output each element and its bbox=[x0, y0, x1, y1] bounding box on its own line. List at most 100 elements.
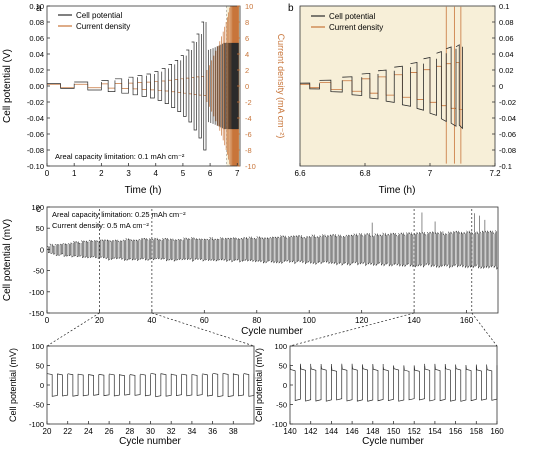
panel-a-xtick-label: 6 bbox=[208, 169, 213, 178]
panel-a-ytick-label: 0.04 bbox=[29, 50, 44, 59]
panel-b-label: b bbox=[288, 3, 294, 14]
panel-c1-ytick-label: -100 bbox=[29, 420, 44, 429]
panel-a-ytick2-label: -4 bbox=[245, 114, 252, 123]
panel-a-ytick-label: -0.10 bbox=[27, 162, 44, 171]
panel-c-ytick-label: -50 bbox=[33, 267, 44, 276]
panel-c-ytick-label: 0 bbox=[40, 245, 44, 254]
panel-b-xtick-label: 7 bbox=[428, 169, 433, 178]
panel-c-xtick-label: 40 bbox=[147, 316, 156, 325]
panel-c1-xtick-label: 32 bbox=[167, 427, 176, 436]
panel-c1-xtick-label: 36 bbox=[208, 427, 217, 436]
panel-c2-xtick-label: 160 bbox=[490, 427, 504, 436]
panel-c-xtick-label: 160 bbox=[460, 316, 474, 325]
panel-a-ytick-label: 0.00 bbox=[29, 82, 44, 91]
panel-a: 0 1 2 3 4 5 6 7 -0.10 -0.08 -0.06 -0.04 -0.02 0.00 0.0… bbox=[2, 2, 286, 196]
panel-a-ytick2-label: -10 bbox=[245, 162, 256, 171]
panel-c-ytick-label: -150 bbox=[29, 309, 44, 318]
panel-c2-xlabel: Cycle number bbox=[362, 436, 424, 447]
panel-a-ytick-label: 0.08 bbox=[29, 18, 44, 27]
panel-b-ytick2-label: 0.02 bbox=[499, 66, 514, 75]
panel-c1-ytick-label: 50 bbox=[36, 362, 44, 371]
panel-c1-xtick-label: 22 bbox=[63, 427, 72, 436]
panel-c1-ytick-label: -50 bbox=[33, 401, 44, 410]
panel-c1-ylabel: Cell potential (mV) bbox=[8, 348, 18, 422]
panel-c1-ytick-label: 0 bbox=[40, 381, 44, 390]
panel-c2: 140 142 144 146 148 150 152 154 156 158 160 -100 -50… bbox=[254, 342, 504, 447]
panel-b: 6.6 6.8 7 7.2-0.1 -0.08 -0.06 -0.04 -0.02 0 0.02 0… bbox=[288, 2, 516, 196]
panel-b-xtick-label: 6.8 bbox=[359, 169, 371, 178]
series-c2-potential bbox=[289, 363, 498, 402]
panel-c1-ytick-label: 100 bbox=[31, 342, 44, 351]
panel-b-ytick2-label: -0.04 bbox=[499, 114, 516, 123]
zoom-connector bbox=[289, 312, 415, 347]
panel-a-ytick2-label: 6 bbox=[245, 34, 249, 43]
panel-c2-ytick-label: 0 bbox=[283, 381, 287, 390]
panel-a-xtick-label: 1 bbox=[72, 169, 77, 178]
panel-c1-xtick-label: 24 bbox=[84, 427, 93, 436]
zoom-connector bbox=[471, 312, 498, 347]
panel-a-ytick2-label: 4 bbox=[245, 50, 249, 59]
panel-c-xlabel: Cycle number bbox=[241, 326, 303, 337]
panel-c-ytick-label: 50 bbox=[36, 224, 44, 233]
panel-c-xtick-label: 120 bbox=[355, 316, 369, 325]
panel-c2-xtick-label: 154 bbox=[428, 427, 442, 436]
panel-b-ytick2-label: -0.08 bbox=[499, 146, 516, 155]
panel-a-ytick-label: -0.04 bbox=[27, 114, 44, 123]
panel-a-xtick-label: 2 bbox=[99, 169, 104, 178]
panel-c2-xtick-label: 152 bbox=[408, 427, 422, 436]
panel-c2-xtick-label: 150 bbox=[387, 427, 401, 436]
series-c-potential bbox=[46, 212, 499, 270]
panel-a-ytick2-label: -8 bbox=[245, 146, 252, 155]
panel-a-xtick-label: 3 bbox=[126, 169, 131, 178]
panel-c2-xtick-label: 146 bbox=[345, 427, 359, 436]
panel-a-legend: Cell potential Current density bbox=[58, 11, 130, 31]
panel-c-ytick-label: 100 bbox=[31, 203, 44, 212]
panel-b-xtick-label: 6.6 bbox=[294, 169, 306, 178]
panel-a-ytick2-label: -6 bbox=[245, 130, 252, 139]
panel-b-xlabel: Time (h) bbox=[379, 185, 416, 196]
panel-a-xtick-label: 0 bbox=[45, 169, 50, 178]
panel-c2-xtick-label: 144 bbox=[325, 427, 339, 436]
panel-a-ytick2-label: 2 bbox=[245, 66, 249, 75]
panel-b-ytick2-label: 0.06 bbox=[499, 34, 514, 43]
panel-c2-xtick-label: 148 bbox=[366, 427, 380, 436]
panel-c-label: c bbox=[36, 204, 41, 215]
panel-c1: 20 22 24 26 28 30 32 34 36 38 -100 -50 0 50 100 Cycle … bbox=[8, 342, 255, 447]
panel-c-xtick-label: 20 bbox=[95, 316, 104, 325]
panel-a-ytick-label: -0.06 bbox=[27, 130, 44, 139]
panel-b-ytick2-label: -0.02 bbox=[499, 98, 516, 107]
panel-a-ytick-label: -0.02 bbox=[27, 98, 44, 107]
panel-c-xtick-label: 0 bbox=[45, 316, 50, 325]
panel-c-xtick-label: 60 bbox=[200, 316, 209, 325]
series-cell-potential bbox=[47, 21, 239, 151]
panel-a-ytick2-label: 8 bbox=[245, 18, 249, 27]
legend-a-potential: Cell potential bbox=[76, 11, 122, 20]
panel-a-xtick-label: 7 bbox=[235, 169, 240, 178]
panel-c1-xtick-label: 30 bbox=[146, 427, 155, 436]
panel-c: 0 20 40 60 80 100 120 140 160 -150 -100 -50 0 50 100 c… bbox=[2, 203, 499, 347]
legend-a-current: Current density bbox=[76, 22, 130, 31]
panel-a-ytick-label: -0.08 bbox=[27, 146, 44, 155]
panel-c1-xtick-label: 38 bbox=[229, 427, 238, 436]
panel-b-xtick-label: 7.2 bbox=[489, 169, 501, 178]
panel-c-xtick-label: 100 bbox=[303, 316, 317, 325]
panel-a-xtick-label: 5 bbox=[181, 169, 186, 178]
panel-a-ytick2-label: 0 bbox=[245, 82, 249, 91]
panel-c2-xtick-label: 156 bbox=[449, 427, 463, 436]
panel-c1-xlabel: Cycle number bbox=[119, 436, 181, 447]
panel-b-ytick2-label: 0.08 bbox=[499, 18, 514, 27]
panel-a-label: a bbox=[36, 3, 42, 14]
panel-a-ytick-label: 0.06 bbox=[29, 34, 44, 43]
panel-a-xtick-label: 4 bbox=[154, 169, 159, 178]
panel-b-ytick2-label: 0.1 bbox=[499, 2, 509, 11]
panel-c-xtick-label: 80 bbox=[252, 316, 261, 325]
panel-c-annotation-1: Areal capacity limitation: 0.25 mAh cm⁻² bbox=[52, 210, 186, 219]
panel-c2-ytick-label: 100 bbox=[274, 342, 287, 351]
panel-c2-ylabel: Cell potential (mV) bbox=[254, 348, 264, 422]
panel-b-ytick2-label: 0 bbox=[499, 82, 503, 91]
legend-b-potential: Cell potential bbox=[329, 12, 375, 21]
panel-c2-ytick-label: -100 bbox=[272, 420, 287, 429]
panel-a-xlabel: Time (h) bbox=[125, 185, 162, 196]
panel-c2-xtick-label: 140 bbox=[283, 427, 297, 436]
